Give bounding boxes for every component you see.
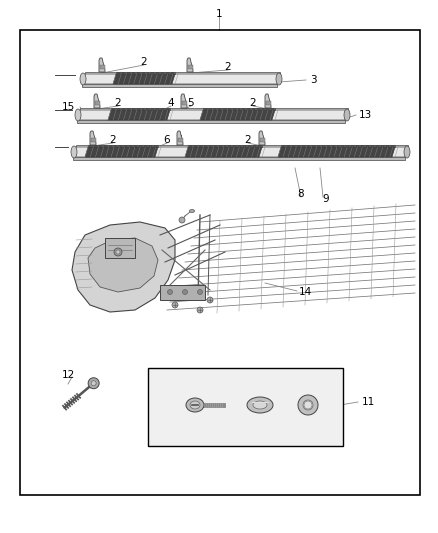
Polygon shape bbox=[72, 222, 175, 312]
Bar bbox=[160, 285, 205, 300]
Text: 1: 1 bbox=[215, 9, 223, 19]
Text: 12: 12 bbox=[61, 370, 74, 380]
Polygon shape bbox=[76, 145, 408, 147]
Ellipse shape bbox=[404, 146, 410, 158]
Ellipse shape bbox=[75, 109, 81, 121]
Polygon shape bbox=[77, 110, 348, 120]
Text: 2: 2 bbox=[141, 57, 147, 67]
Polygon shape bbox=[77, 120, 345, 123]
Bar bbox=[20, 30, 420, 495]
Bar bbox=[91, 138, 96, 142]
Text: 14: 14 bbox=[298, 287, 311, 297]
Bar bbox=[100, 65, 105, 69]
Circle shape bbox=[304, 401, 312, 409]
Circle shape bbox=[198, 289, 202, 295]
Text: 2: 2 bbox=[225, 62, 231, 72]
Ellipse shape bbox=[303, 400, 313, 410]
Text: 9: 9 bbox=[323, 194, 329, 204]
Ellipse shape bbox=[298, 395, 318, 415]
Ellipse shape bbox=[80, 73, 86, 85]
Bar bbox=[182, 101, 187, 105]
Text: 13: 13 bbox=[358, 145, 371, 155]
Polygon shape bbox=[94, 94, 100, 108]
Bar bbox=[95, 101, 100, 105]
Polygon shape bbox=[108, 110, 170, 120]
Polygon shape bbox=[90, 131, 96, 145]
Polygon shape bbox=[73, 147, 408, 157]
Ellipse shape bbox=[276, 73, 282, 85]
Bar bbox=[260, 138, 265, 142]
Text: 6: 6 bbox=[164, 135, 170, 145]
Text: 11: 11 bbox=[361, 397, 374, 407]
Polygon shape bbox=[113, 74, 175, 84]
Polygon shape bbox=[185, 147, 262, 157]
Polygon shape bbox=[187, 58, 193, 72]
Polygon shape bbox=[265, 94, 271, 108]
Text: 3: 3 bbox=[310, 75, 316, 85]
Bar bbox=[178, 138, 183, 142]
Ellipse shape bbox=[253, 401, 267, 409]
Bar bbox=[148, 368, 343, 446]
Circle shape bbox=[179, 217, 185, 223]
Polygon shape bbox=[259, 131, 265, 145]
Text: 2: 2 bbox=[245, 135, 251, 145]
Bar bbox=[266, 101, 271, 105]
Polygon shape bbox=[73, 157, 405, 160]
Ellipse shape bbox=[186, 398, 204, 412]
Polygon shape bbox=[281, 145, 395, 147]
Text: 2: 2 bbox=[110, 135, 117, 145]
Polygon shape bbox=[177, 131, 183, 145]
Ellipse shape bbox=[344, 109, 350, 121]
Polygon shape bbox=[82, 74, 280, 84]
Polygon shape bbox=[116, 72, 175, 74]
Bar bbox=[105, 238, 135, 258]
Text: 4: 4 bbox=[168, 98, 174, 108]
Text: 2: 2 bbox=[115, 98, 121, 108]
Polygon shape bbox=[188, 145, 262, 147]
Polygon shape bbox=[99, 58, 105, 72]
Circle shape bbox=[197, 307, 203, 313]
Ellipse shape bbox=[190, 401, 200, 409]
Polygon shape bbox=[111, 108, 170, 110]
Circle shape bbox=[207, 297, 213, 303]
Text: 15: 15 bbox=[61, 102, 74, 112]
Ellipse shape bbox=[247, 397, 273, 413]
Polygon shape bbox=[80, 108, 348, 110]
Circle shape bbox=[116, 250, 120, 254]
Polygon shape bbox=[82, 84, 277, 87]
Polygon shape bbox=[203, 108, 275, 110]
Polygon shape bbox=[278, 147, 395, 157]
Text: 10: 10 bbox=[74, 273, 87, 283]
Bar bbox=[188, 65, 193, 69]
Polygon shape bbox=[85, 72, 280, 74]
Circle shape bbox=[88, 378, 99, 389]
Circle shape bbox=[183, 289, 187, 295]
Text: 2: 2 bbox=[250, 98, 256, 108]
Polygon shape bbox=[88, 238, 158, 292]
Ellipse shape bbox=[190, 209, 194, 213]
Polygon shape bbox=[181, 94, 187, 108]
Text: 5: 5 bbox=[188, 98, 194, 108]
Polygon shape bbox=[88, 145, 158, 147]
Circle shape bbox=[114, 248, 122, 256]
Text: 8: 8 bbox=[298, 189, 304, 199]
Circle shape bbox=[172, 302, 178, 308]
Text: 13: 13 bbox=[358, 110, 371, 120]
Circle shape bbox=[91, 381, 96, 386]
Polygon shape bbox=[85, 147, 158, 157]
Circle shape bbox=[167, 289, 173, 295]
Ellipse shape bbox=[71, 146, 77, 158]
Text: 7: 7 bbox=[175, 135, 181, 145]
Polygon shape bbox=[200, 110, 275, 120]
